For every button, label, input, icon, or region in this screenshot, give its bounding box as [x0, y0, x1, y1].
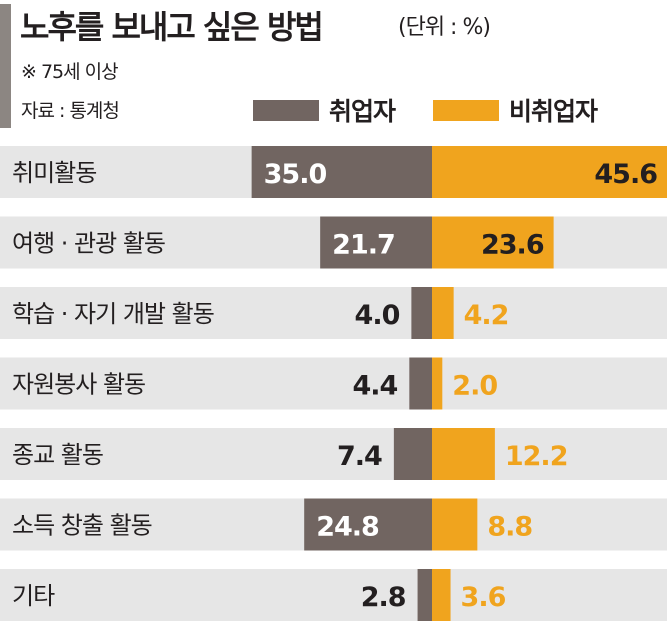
- chart-row: 여행 · 관광 활동 21.7 23.6: [0, 216, 667, 269]
- value-label-employed: 2.8: [361, 582, 406, 613]
- bar-unemployed: [432, 287, 454, 339]
- bar-unemployed: [432, 569, 451, 621]
- category-label: 자원봉사 활동: [12, 371, 145, 399]
- bar-unemployed: [432, 428, 495, 480]
- value-label-unemployed: 12.2: [505, 441, 568, 472]
- value-label-unemployed: 2.0: [452, 371, 497, 402]
- bar-employed: [409, 357, 432, 410]
- category-label: 학습 · 자기 개발 활동: [12, 300, 214, 328]
- value-label-unemployed: 4.2: [464, 300, 509, 331]
- category-label: 기타: [12, 582, 55, 610]
- chart-row: 취미활동 35.0 45.6: [0, 146, 667, 198]
- bar-employed: [411, 287, 432, 339]
- row-background: [0, 569, 667, 621]
- value-label-unemployed: 45.6: [594, 159, 657, 190]
- category-label: 취미활동: [12, 159, 96, 187]
- source-label: 자료 : 통계청: [21, 100, 120, 122]
- chart-row: 종교 활동 7.4 12.2: [0, 428, 667, 480]
- chart-title: 노후를 보내고 싶은 방법: [20, 8, 324, 46]
- value-label-employed: 35.0: [264, 159, 327, 190]
- chart-row: 학습 · 자기 개발 활동 4.0 4.2: [0, 287, 667, 339]
- title-accent-bar: [0, 4, 11, 128]
- value-label-unemployed: 23.6: [481, 230, 544, 261]
- legend-label-unemployed: 비취업자: [509, 97, 598, 126]
- bar-unemployed: [432, 498, 478, 551]
- chart-row: 소득 창출 활동 24.8 8.8: [0, 498, 667, 551]
- bar-employed: [251, 146, 432, 198]
- legend-employed: 취업자: [253, 92, 396, 128]
- row-background: [0, 428, 667, 480]
- bar-unemployed: [432, 216, 554, 269]
- legend-swatch-unemployed: [433, 99, 499, 121]
- value-label-employed: 7.4: [337, 441, 382, 472]
- bar-unemployed: [432, 357, 443, 410]
- bar-employed: [320, 216, 432, 269]
- category-label: 소득 창출 활동: [12, 512, 152, 540]
- value-label-employed: 4.0: [355, 300, 400, 331]
- bar-employed: [393, 428, 432, 480]
- legend-swatch-employed: [253, 99, 319, 121]
- value-label-employed: 4.4: [352, 371, 397, 402]
- row-background: [0, 287, 667, 339]
- category-label: 여행 · 관광 활동: [12, 230, 165, 258]
- bar-employed: [417, 569, 432, 621]
- bar-unemployed: [432, 146, 667, 198]
- unit-label: (단위 : %): [398, 15, 491, 40]
- bar-employed: [304, 498, 432, 551]
- row-background: [0, 357, 667, 410]
- age-note: ※ 75세 이상: [21, 61, 119, 83]
- legend-label-employed: 취업자: [329, 97, 396, 126]
- value-label-unemployed: 3.6: [461, 582, 506, 613]
- value-label-employed: 21.7: [332, 230, 395, 261]
- chart-row: 자원봉사 활동 4.4 2.0: [0, 357, 667, 410]
- category-label: 종교 활동: [12, 441, 103, 469]
- legend-unemployed: 비취업자: [433, 92, 598, 128]
- value-label-employed: 24.8: [316, 512, 379, 543]
- value-label-unemployed: 8.8: [487, 512, 532, 543]
- chart-row: 기타 2.8 3.6: [0, 569, 667, 621]
